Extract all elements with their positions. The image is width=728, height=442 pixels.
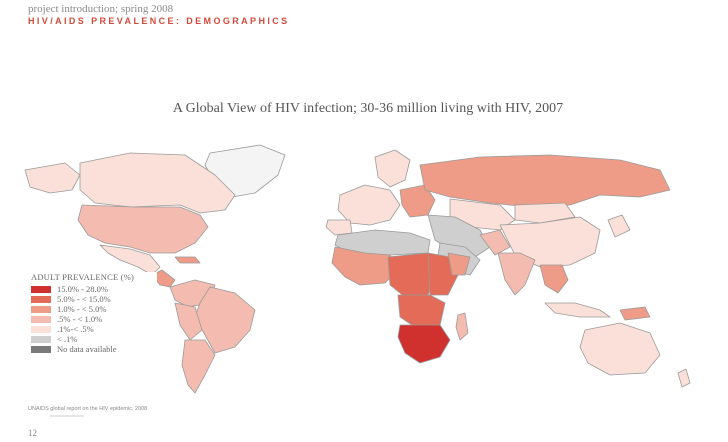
region-brazil bbox=[194, 286, 256, 354]
region-horn-of-africa bbox=[447, 252, 471, 276]
legend-label: 1.0% - < 5.0% bbox=[57, 304, 107, 314]
legend-item: .1%-< .5% bbox=[31, 324, 157, 334]
region-indonesia bbox=[544, 302, 611, 318]
region-southern-central-africa bbox=[397, 294, 446, 328]
region-india bbox=[497, 252, 536, 296]
divider bbox=[50, 415, 84, 417]
legend-label: < .1% bbox=[57, 334, 78, 344]
legend-item: 5.0% - < 15.0% bbox=[31, 294, 157, 304]
source-note: UNAIDS global report on the HIV epidemic… bbox=[28, 406, 148, 412]
region-western-europe bbox=[337, 184, 401, 226]
region-west-africa bbox=[331, 246, 399, 286]
legend-label: .5% - < 1.0% bbox=[57, 314, 103, 324]
region-argentina-chile bbox=[181, 339, 216, 394]
region-usa bbox=[77, 204, 209, 254]
region-australia bbox=[579, 322, 661, 376]
page-number: 12 bbox=[28, 428, 37, 438]
world-map bbox=[24, 144, 691, 394]
region-scandinavia bbox=[374, 149, 411, 188]
region-central-america bbox=[151, 269, 176, 288]
region-caribbean bbox=[174, 256, 201, 264]
region-papua bbox=[619, 306, 651, 321]
region-southeast-asia bbox=[539, 264, 569, 294]
legend-swatch bbox=[31, 315, 51, 323]
legend-swatch bbox=[31, 295, 51, 303]
region-iberia bbox=[325, 219, 353, 236]
project-line: project introduction; spring 2008 bbox=[28, 3, 174, 15]
legend-swatch bbox=[31, 335, 51, 343]
legend-label: .1%-< .5% bbox=[57, 324, 94, 334]
legend-item: 1.0% - < 5.0% bbox=[31, 304, 157, 314]
region-canada bbox=[79, 152, 236, 214]
legend-item: < .1% bbox=[31, 334, 157, 344]
legend-title: ADULT PREVALENCE (%) bbox=[31, 272, 135, 282]
legend-label: No data available bbox=[57, 344, 117, 354]
legend-item: 15.0% - 28.0% bbox=[31, 284, 157, 294]
legend-swatch bbox=[31, 305, 51, 313]
legend-label: 15.0% - 28.0% bbox=[57, 284, 108, 294]
region-alaska bbox=[24, 162, 81, 194]
legend-swatch bbox=[31, 285, 51, 293]
region-southern-africa bbox=[397, 324, 451, 364]
region-russia bbox=[419, 154, 671, 208]
legend-item: No data available bbox=[31, 344, 157, 354]
region-new-zealand bbox=[677, 368, 691, 388]
region-korea-japan bbox=[607, 214, 631, 238]
legend-item: .5% - < 1.0% bbox=[31, 314, 157, 324]
section-heading: HIV/AIDS PREVALENCE: DEMOGRAPHICS bbox=[28, 16, 290, 26]
legend: ADULT PREVALENCE (%) 15.0% - 28.0% 5.0% … bbox=[29, 272, 157, 360]
region-pakistan bbox=[479, 229, 511, 256]
region-madagascar bbox=[455, 312, 469, 341]
map-title: A Global View of HIV infection; 30-36 mi… bbox=[172, 101, 564, 116]
legend-swatch bbox=[31, 345, 51, 353]
legend-swatch bbox=[31, 325, 51, 333]
region-middle-east bbox=[427, 214, 491, 258]
legend-label: 5.0% - < 15.0% bbox=[57, 294, 111, 304]
region-peru-bolivia bbox=[174, 302, 203, 341]
